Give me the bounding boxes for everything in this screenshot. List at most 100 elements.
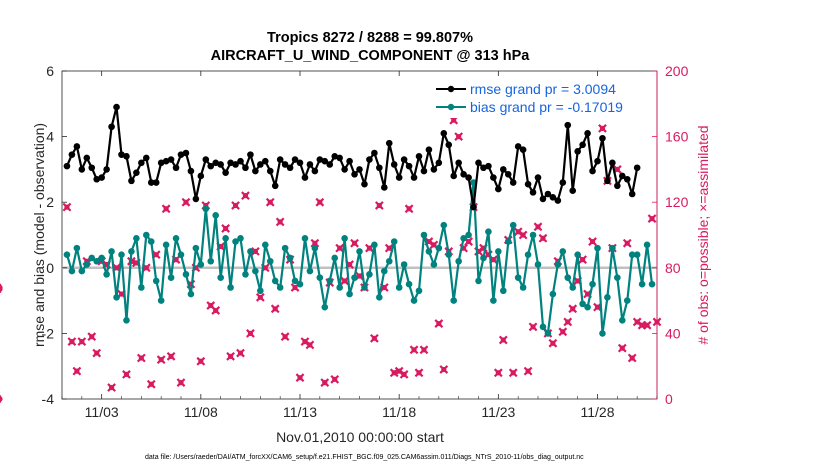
obs-count-dot [168,353,174,359]
rmse-point [108,123,115,131]
obs-count-point [87,332,97,342]
bias-point [113,294,120,301]
obs-count-dot [356,273,363,279]
bias-point [242,271,249,278]
bias-point [212,212,220,219]
obs-count-dot [178,380,184,386]
rmse-point [618,172,626,180]
rmse-point [574,148,581,155]
x-tick-label: 11/28 [581,404,615,420]
obs-count-point [627,353,637,363]
obs-count-dot [118,291,125,297]
obs-count-dot [74,368,80,374]
rmse-point [113,103,120,111]
obs-count-dot [530,324,536,330]
rmse-point [276,156,284,163]
rmse-point [584,130,591,137]
obs-count-dot [619,345,625,351]
rmse-point [460,171,467,178]
rmse-point [157,159,165,167]
obs-count-dot [629,355,635,361]
legend-box [432,76,654,118]
bias-point [257,287,264,295]
bias-point [336,284,343,291]
data-file-footer: data file: /Users/raeder/DAI/ATM_forcXX/… [145,454,584,461]
obs-count-dot [257,294,263,300]
legend-rmse-label: rmse grand pr = 3.0094 [470,81,616,97]
obs-count-dot [371,335,377,341]
obs-count-point [196,356,206,366]
obs-count-dot [198,358,204,364]
legend-rmse-marker [447,85,455,93]
bias-point [475,277,482,285]
obs-count-point [72,366,82,376]
rmse-point [599,134,606,142]
rmse-point [138,159,145,167]
obs-count-dot [490,257,496,263]
bias-point [103,271,110,278]
obs-count-point [92,348,102,358]
bias-point [440,221,448,229]
obs-count-point [419,345,429,355]
bias-point [400,261,408,268]
y2-tick-label: 200 [665,63,689,79]
bias-point [152,277,160,285]
obs-count-dot [267,199,273,205]
bias-point [88,254,96,262]
bias-point [544,330,552,337]
bias-point [142,231,150,239]
bias-point [276,284,284,291]
obs-count-dot [510,370,516,376]
y2-axis-label: # of obs: o=possible; ×=assimilated [695,125,711,344]
rmse-point [415,152,423,160]
rmse-point [192,195,200,203]
obs-count-dot [406,206,412,212]
obs-count-point [335,243,345,253]
rmse-point [400,156,408,163]
bias-point [162,241,170,249]
bias-point [554,261,562,268]
obs-count-point [166,351,176,361]
obs-count-dot [431,242,437,248]
obs-count-dot [584,291,591,297]
bias-point [63,251,71,258]
bias-point [450,297,458,304]
obs-count-dot [282,334,288,340]
obs-count-point [305,340,315,350]
obs-count-dot [143,265,149,271]
obs-count-point [523,366,533,376]
rmse-point [390,161,398,168]
bias-point [569,284,577,291]
rmse-point [509,179,517,186]
rmse-point [63,162,71,170]
rmse-point [376,164,383,172]
rmse-point [118,151,125,158]
rmse-point [504,171,512,178]
obs-count-dot [451,117,457,123]
obs-count-dot [183,199,189,205]
x-tick-label: 11/03 [85,404,119,420]
obs-count-point [330,374,340,384]
bias-point [604,294,611,301]
obs-count-dot [337,245,343,251]
bias-point [628,251,636,258]
bias-point [425,248,433,255]
rmse-point [182,149,190,157]
bias-point [217,274,224,281]
bias-point [316,274,324,281]
bias-point [519,284,527,291]
obs-count-dot [540,235,546,241]
rmse-point [222,169,229,176]
obs-count-point [295,373,305,383]
obs-count-dot [242,193,249,199]
obs-count-dot [342,278,348,284]
bias-point [118,251,125,258]
obs-count-dot [237,350,244,356]
obs-count-point [221,224,231,233]
rmse-point [88,164,96,172]
bias-point [167,274,175,281]
obs-count-point [206,301,216,310]
bias-point [430,261,438,268]
y-tick-label: 2 [46,194,54,210]
y2-tick-label: 160 [665,129,689,145]
